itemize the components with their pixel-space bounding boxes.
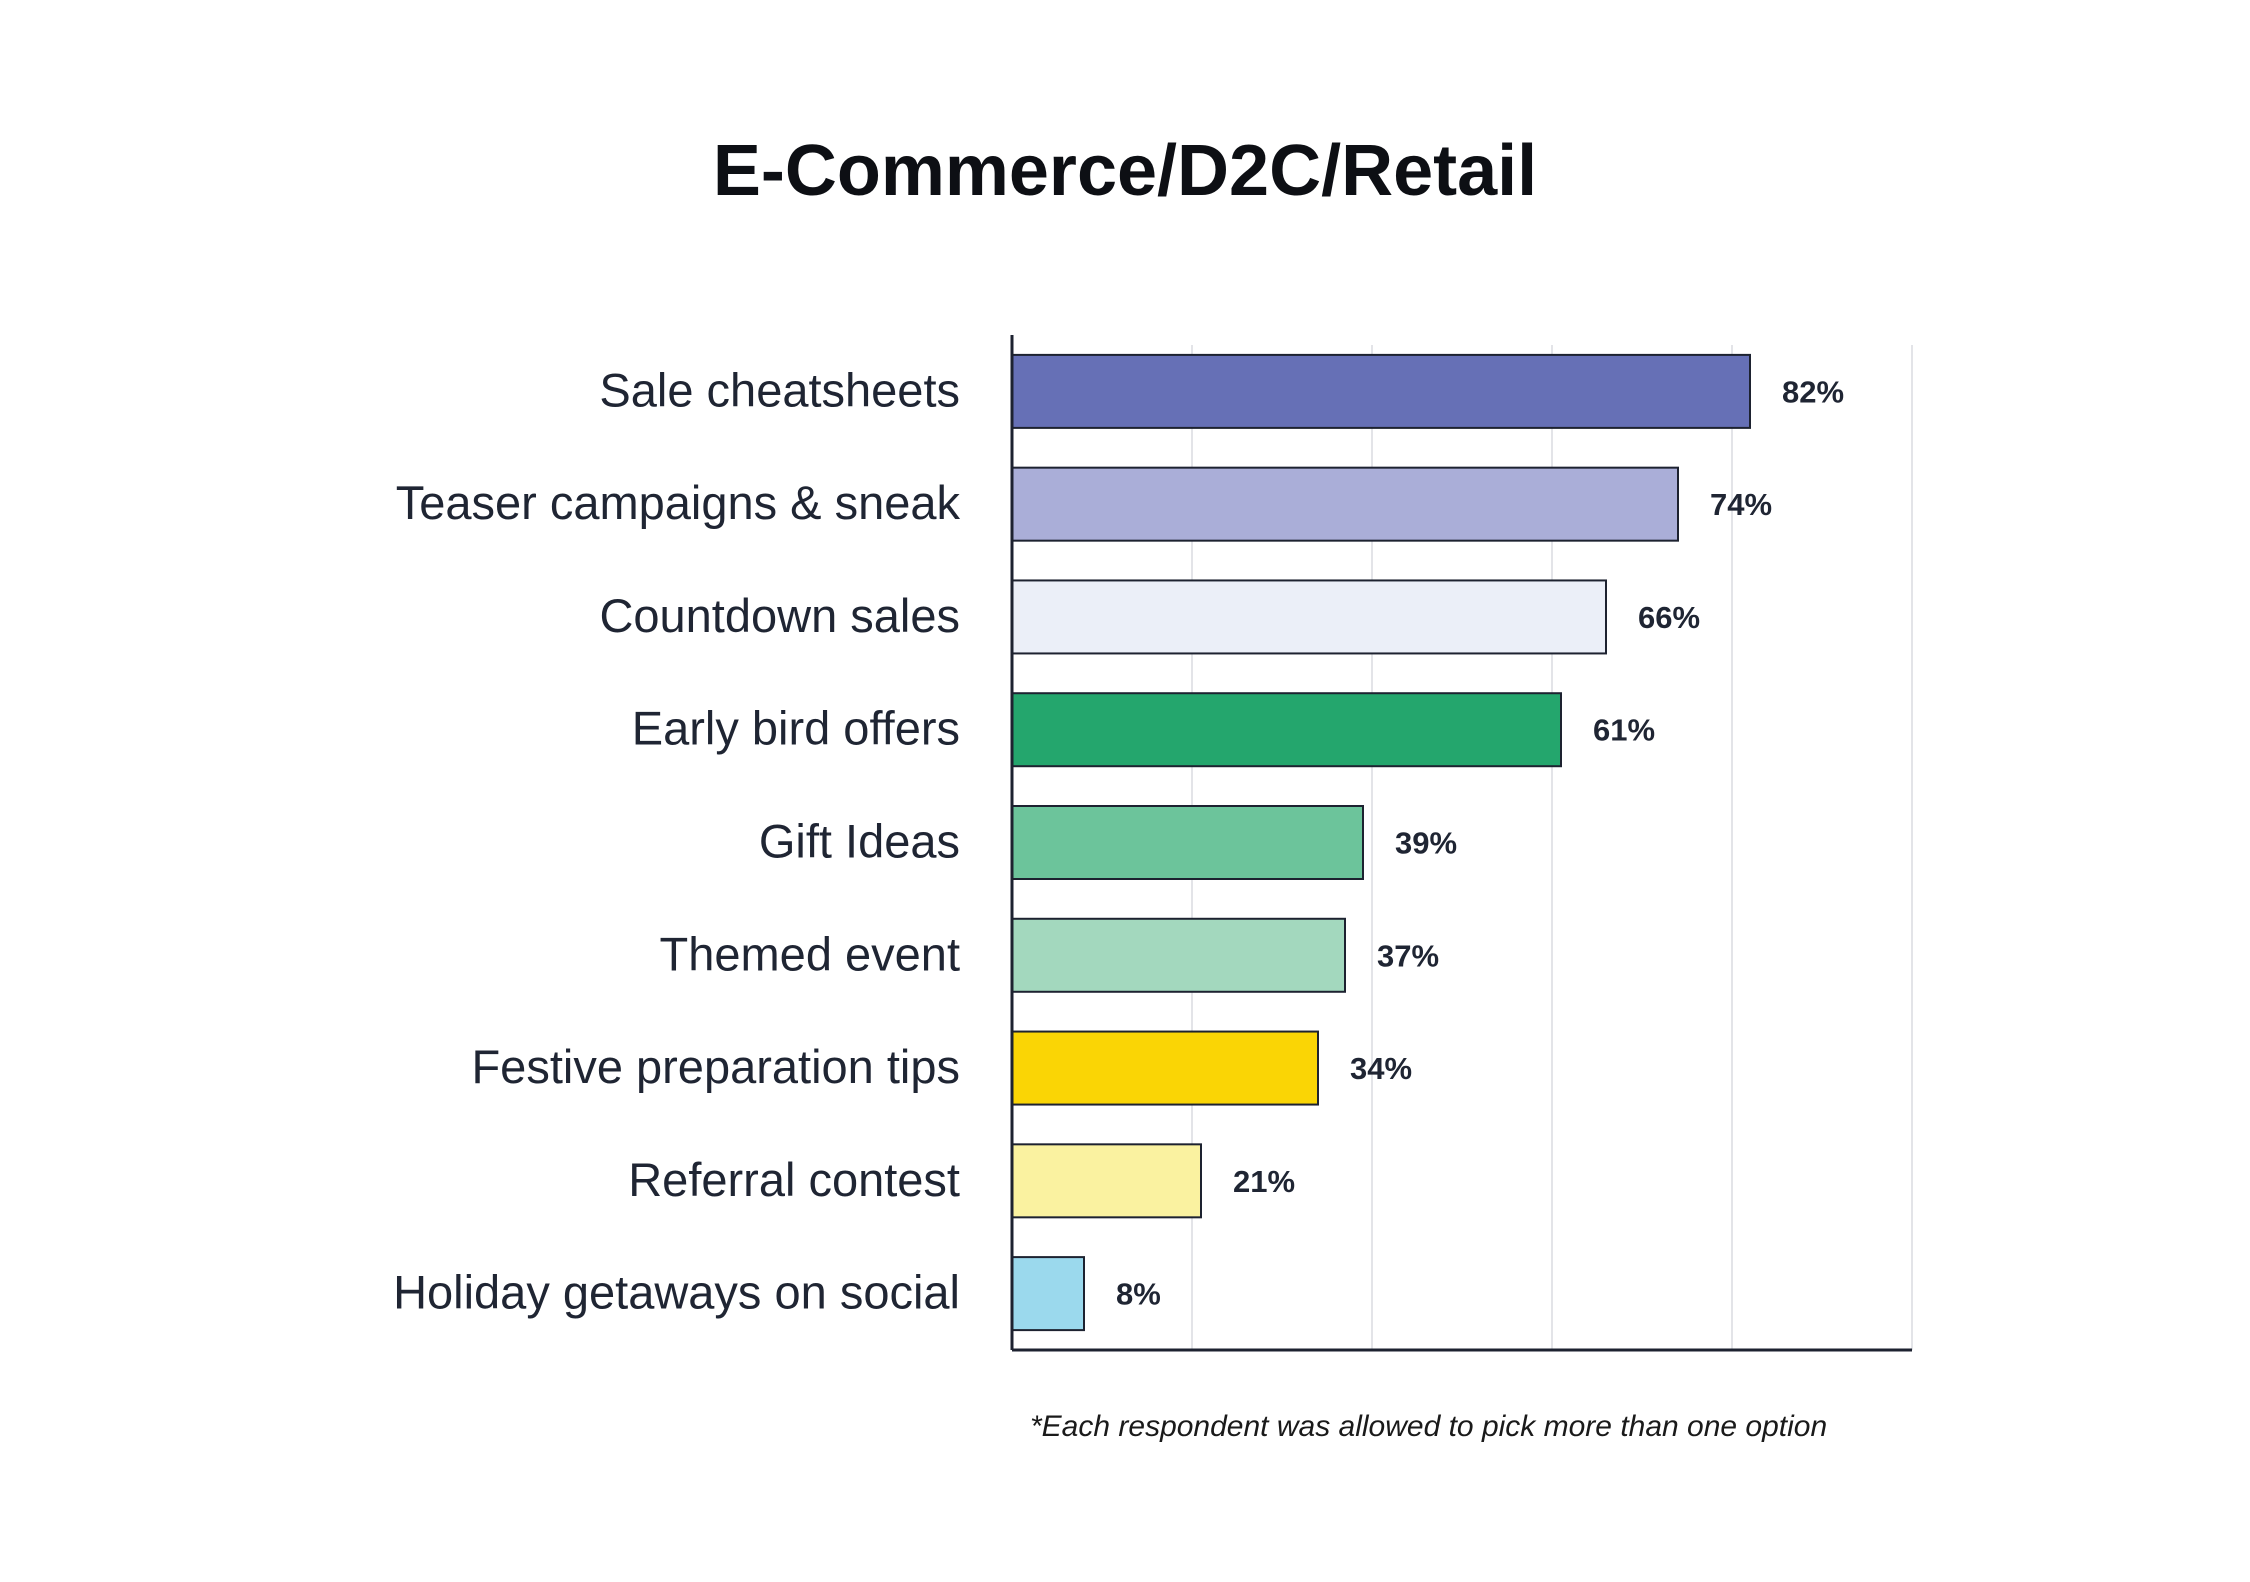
data-label: 37%: [1377, 938, 1439, 973]
bar: [1011, 466, 1679, 542]
data-label: 39%: [1395, 826, 1457, 861]
data-label: 74%: [1710, 487, 1772, 522]
bar: [1011, 1030, 1319, 1106]
axes: [1010, 335, 1912, 1352]
category-label: Gift Ideas: [759, 815, 960, 868]
data-label: 82%: [1782, 374, 1844, 409]
data-label: 61%: [1593, 713, 1655, 748]
category-label: Referral contest: [628, 1153, 960, 1206]
category-label: Early bird offers: [632, 702, 960, 755]
category-label: Sale cheatsheets: [599, 363, 960, 416]
category-label: Countdown sales: [599, 589, 960, 642]
bar: [1011, 805, 1364, 880]
category-label: Teaser campaigns & sneak: [396, 476, 961, 529]
category-label: Festive preparation tips: [471, 1040, 960, 1093]
chart-title: E-Commerce/D2C/Retail: [712, 131, 1538, 211]
bars: [1011, 353, 1751, 1332]
bar: [1011, 692, 1562, 768]
bar: [1011, 1256, 1085, 1332]
data-label: 21%: [1233, 1164, 1295, 1199]
bar: [1011, 1143, 1202, 1219]
data-label: 8%: [1116, 1277, 1161, 1312]
bar: [1011, 353, 1751, 429]
data-label: 34%: [1350, 1051, 1412, 1086]
data-label: 66%: [1638, 600, 1700, 635]
category-label: Holiday getaways on social: [393, 1266, 960, 1319]
bar: [1011, 917, 1346, 993]
footnote: *Each respondent was allowed to pick mor…: [1030, 1410, 1828, 1443]
bar: [1011, 579, 1607, 655]
category-labels: Sale cheatsheets Teaser campaigns & sneak…: [393, 363, 960, 1318]
data-labels: 82% 74% 66% 61% 39% 37% 34% 21% 8%: [1116, 374, 1844, 1311]
category-label: Themed event: [660, 927, 960, 980]
